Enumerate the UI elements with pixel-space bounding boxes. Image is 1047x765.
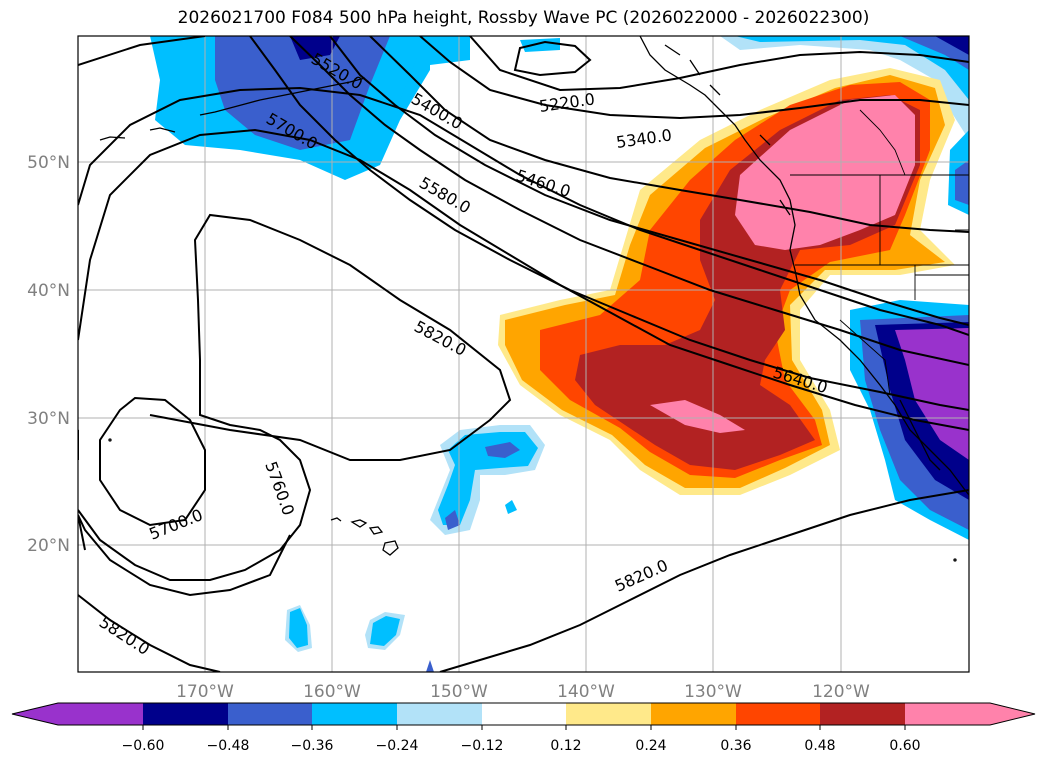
lat-label: 40°N [27, 281, 70, 301]
colorbar-tick-label: −0.48 [206, 738, 250, 754]
hawaii-islands [108, 438, 957, 562]
positive-anomaly-northeast-pacific [498, 68, 955, 495]
lon-label: 120°W [812, 682, 870, 702]
colorbar-tick-label: −0.60 [121, 738, 165, 754]
lat-label: 20°N [27, 536, 70, 556]
shaded-anomaly-field [150, 36, 969, 672]
colorbar-tick-label: −0.36 [290, 738, 334, 754]
colorbar-tick-label: 0.48 [804, 738, 836, 754]
lon-label: 170°W [176, 682, 234, 702]
negative-anomaly-north [150, 36, 560, 180]
lon-label: 160°W [303, 682, 361, 702]
lon-label: 140°W [557, 682, 615, 702]
colorbar-tick-label: 0.12 [550, 738, 582, 754]
colorbar-tick-label: 0.60 [889, 738, 921, 754]
longitude-labels: 170°W 160°W 150°W 140°W 130°W 120°W [176, 682, 870, 702]
colorbar [11, 702, 1036, 730]
colorbar-extend-min [12, 703, 58, 725]
colorbar-tick-label: 0.36 [720, 738, 752, 754]
colorbar-tick-label: 0.24 [635, 738, 667, 754]
lat-label: 50°N [27, 153, 70, 173]
map-frame [77, 35, 970, 673]
height-contours [78, 36, 969, 672]
colorbar-tick-label: −0.12 [460, 738, 504, 754]
latitude-labels: 50°N 40°N 30°N 20°N [27, 153, 70, 556]
lon-label: 130°W [684, 682, 742, 702]
lat-label: 30°N [27, 409, 70, 429]
map-title: 2026021700 F084 500 hPa height, Rossby W… [177, 8, 870, 28]
colorbar-extend-max [990, 703, 1035, 725]
lon-label: 150°W [430, 682, 488, 702]
political-borders [790, 109, 969, 396]
negative-anomaly-northeast [720, 36, 969, 215]
colorbar-tick-label: −0.24 [375, 738, 419, 754]
